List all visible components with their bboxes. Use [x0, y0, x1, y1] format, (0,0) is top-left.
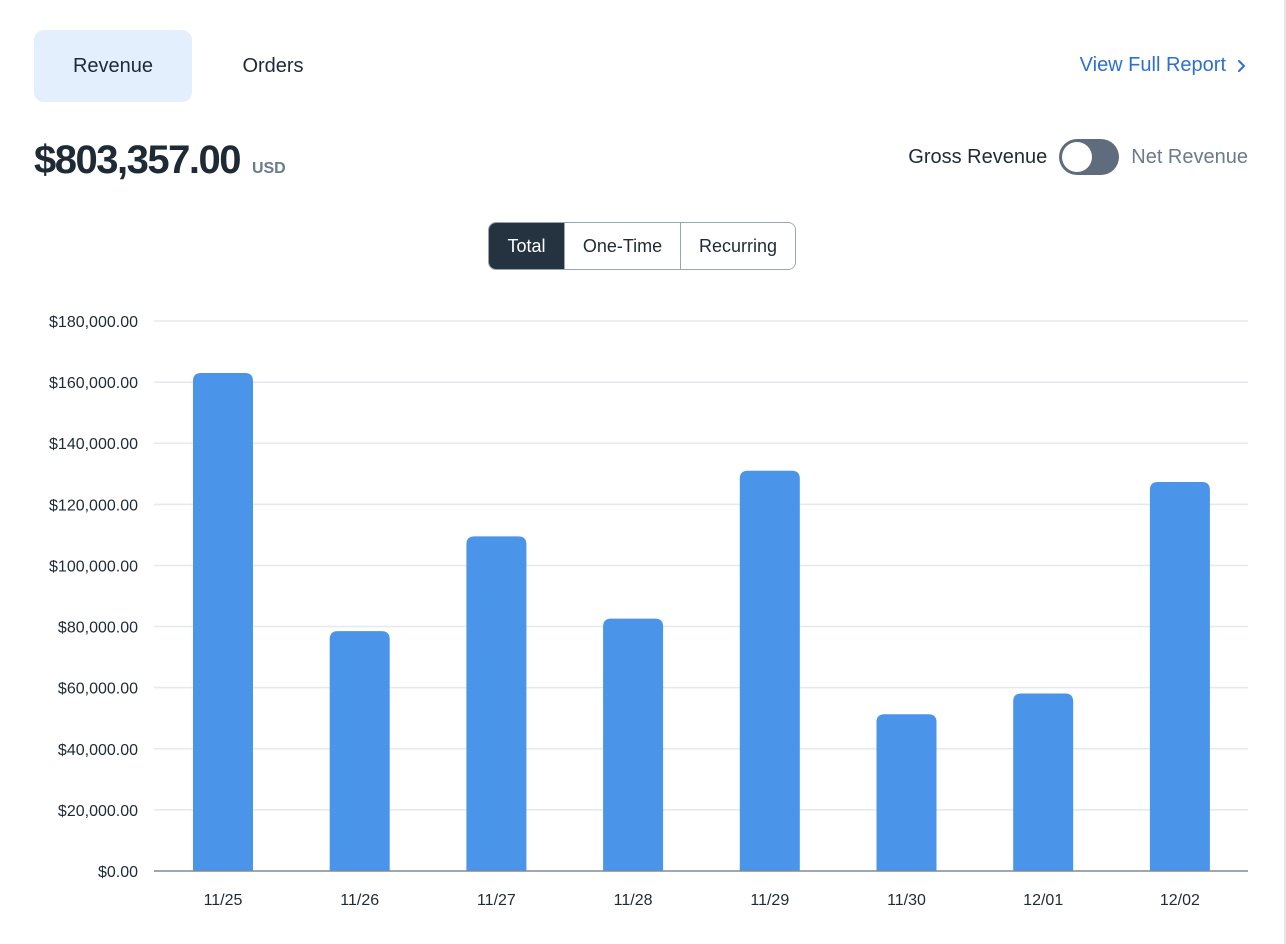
total-amount: $803,357.00	[34, 138, 241, 182]
net-revenue-label[interactable]: Net Revenue	[1131, 145, 1248, 168]
total-revenue: $803,357.00 USD	[34, 138, 286, 183]
segment-one-time[interactable]: One-Time	[564, 223, 680, 269]
y-tick-label: $60,000.00	[58, 681, 138, 698]
y-tick-label: $80,000.00	[58, 620, 138, 637]
x-tick-label: 11/28	[614, 892, 653, 909]
x-tick-label: 11/27	[477, 892, 516, 909]
chevron-right-icon	[1236, 59, 1246, 73]
x-tick-label: 12/01	[1023, 892, 1063, 909]
y-tick-label: $40,000.00	[58, 742, 138, 759]
x-tick-label: 11/26	[340, 892, 379, 909]
y-tick-label: $100,000.00	[49, 558, 138, 575]
bar-11-26[interactable]	[329, 631, 390, 871]
y-tick-label: $20,000.00	[58, 803, 138, 820]
x-tick-label: 11/29	[750, 892, 789, 909]
tab-orders[interactable]: Orders	[242, 55, 304, 77]
revenue-type-toggle-group: Gross Revenue Net Revenue	[908, 139, 1248, 175]
y-tick-label: $160,000.00	[49, 375, 138, 392]
tab-revenue[interactable]: Revenue	[34, 30, 192, 102]
y-tick-label: $0.00	[98, 864, 138, 881]
segment-total[interactable]: Total	[489, 223, 564, 269]
view-full-report-link[interactable]: View Full Report	[1080, 54, 1246, 77]
toggle-knob	[1062, 142, 1093, 172]
right-border	[1284, 0, 1286, 944]
bar-11-27[interactable]	[466, 536, 527, 871]
y-tick-label: $120,000.00	[49, 497, 138, 514]
view-tabs: Revenue Orders	[34, 30, 354, 102]
gross-net-toggle[interactable]	[1059, 139, 1120, 175]
currency-label: USD	[251, 160, 286, 177]
y-tick-label: $180,000.00	[49, 314, 138, 331]
revenue-filter-segmented-control: Total One-Time Recurring	[488, 222, 796, 270]
y-tick-label: $140,000.00	[49, 436, 138, 453]
bar-12-02[interactable]	[1149, 482, 1210, 871]
bar-11-30[interactable]	[876, 714, 937, 871]
bar-11-25[interactable]	[193, 372, 253, 871]
view-full-report-label: View Full Report	[1079, 54, 1226, 76]
gross-revenue-label[interactable]: Gross Revenue	[908, 145, 1048, 168]
segment-recurring[interactable]: Recurring	[680, 223, 795, 269]
bar-12-01[interactable]	[1013, 693, 1074, 871]
bar-11-29[interactable]	[739, 470, 800, 871]
x-tick-label: 11/30	[887, 892, 926, 909]
bar-11-28[interactable]	[603, 618, 664, 871]
x-tick-label: 11/25	[204, 892, 243, 909]
x-tick-label: 12/02	[1160, 892, 1200, 909]
